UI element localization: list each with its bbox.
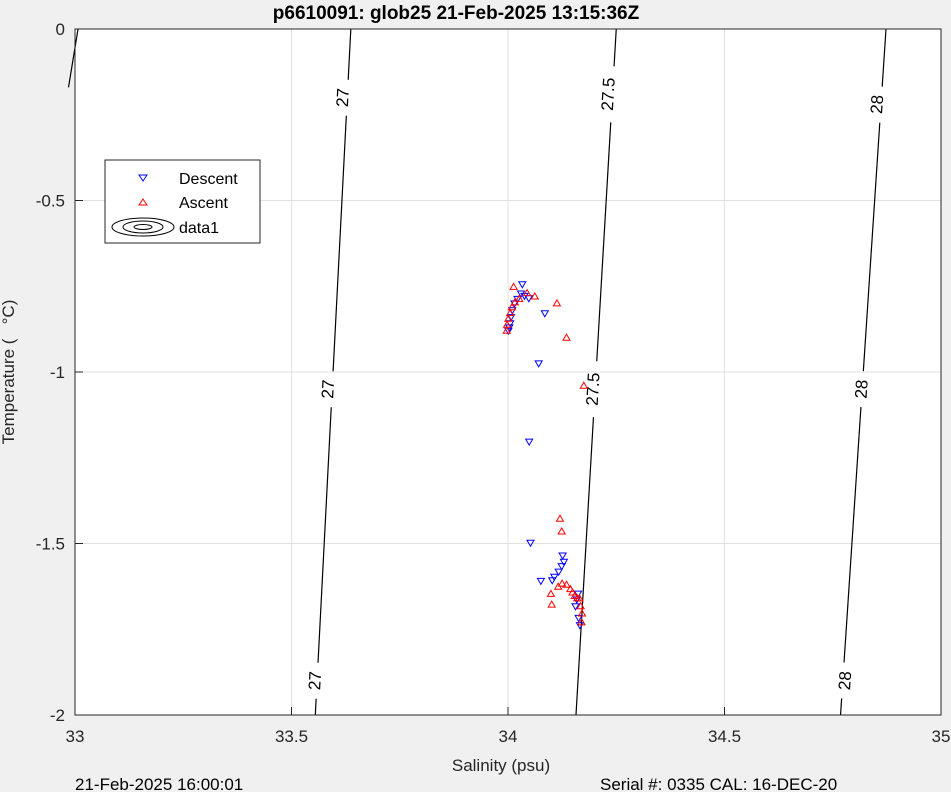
ascent-point bbox=[579, 381, 589, 389]
ascent-point bbox=[577, 609, 587, 617]
ascent-point bbox=[505, 308, 515, 316]
x-tick-label: 33.5 bbox=[275, 727, 308, 746]
ascent-point bbox=[547, 600, 557, 608]
descent-point bbox=[559, 558, 569, 567]
density-contour-label: 27 bbox=[305, 671, 325, 691]
legend-ascent-marker bbox=[138, 198, 148, 206]
descent-point bbox=[557, 563, 567, 571]
descent-point bbox=[540, 310, 550, 318]
x-tick-label: 33 bbox=[66, 727, 85, 746]
density-contour-label: 27 bbox=[333, 88, 353, 108]
legend: Descent Ascent data1 bbox=[104, 159, 261, 244]
descent-point bbox=[526, 539, 535, 548]
x-tick-label: 35 bbox=[932, 727, 951, 746]
ascent-point bbox=[510, 297, 520, 306]
descent-point bbox=[536, 577, 546, 586]
descent-point bbox=[524, 438, 534, 447]
descent-point bbox=[534, 360, 544, 368]
descent-point bbox=[554, 568, 564, 577]
ascent-point bbox=[502, 326, 512, 334]
ascent-point bbox=[509, 282, 518, 290]
density-contour-line bbox=[843, 407, 862, 663]
ascent-point bbox=[576, 601, 586, 610]
descent-point bbox=[573, 590, 583, 599]
x-tick-label: 34 bbox=[499, 727, 518, 746]
ascent-point bbox=[546, 589, 556, 597]
density-contour-label: 28 bbox=[852, 379, 872, 399]
legend-contour-icon bbox=[111, 217, 175, 237]
density-contour-line bbox=[67, 28, 79, 88]
ascent-point bbox=[557, 527, 567, 535]
density-contour-line bbox=[839, 698, 843, 716]
ascent-point bbox=[577, 617, 586, 626]
ascent-point bbox=[552, 298, 562, 307]
density-contours: 27 27 27 27.5 27.5 28 28 28 bbox=[67, 28, 887, 716]
ascent-point bbox=[575, 593, 584, 602]
descent-point bbox=[516, 290, 526, 298]
density-contour-line bbox=[575, 417, 595, 716]
descent-point bbox=[504, 327, 513, 336]
legend-descent-marker bbox=[138, 174, 148, 182]
ascent-point bbox=[514, 294, 524, 302]
density-contour-label: 27 bbox=[318, 379, 338, 399]
density-contour-line bbox=[317, 407, 332, 663]
density-contour-label: 27.5 bbox=[583, 372, 604, 406]
density-contour-line bbox=[881, 28, 887, 87]
ascent-point bbox=[555, 514, 565, 522]
legend-ascent-label: Ascent bbox=[179, 195, 228, 212]
ascent-point bbox=[557, 579, 567, 587]
ascent-point bbox=[504, 314, 513, 322]
footer-timestamp: 21-Feb-2025 16:00:01 bbox=[75, 775, 243, 792]
density-contour-label: 28 bbox=[867, 94, 887, 114]
y-tick-label: 0 bbox=[56, 20, 65, 39]
density-contour-line bbox=[347, 28, 352, 80]
ascent-point bbox=[566, 584, 575, 593]
descent-point bbox=[510, 300, 519, 308]
y-tick-label: -1 bbox=[50, 363, 65, 382]
legend-box bbox=[104, 159, 261, 244]
x-axis-ticks: 33 33.5 34 34.5 35 bbox=[66, 707, 951, 746]
density-contour-label: 28 bbox=[835, 671, 855, 691]
x-tick-label: 34.5 bbox=[708, 727, 741, 746]
data-points bbox=[502, 281, 589, 630]
density-contour-line bbox=[314, 698, 317, 716]
x-axis-label: Salinity (psu) bbox=[452, 756, 550, 775]
density-contour-line bbox=[332, 115, 347, 372]
footer-serial-cal: Serial #: 0335 CAL: 16-DEC-20 bbox=[600, 775, 837, 792]
ascent-point bbox=[553, 582, 563, 590]
descent-point bbox=[571, 603, 580, 611]
descent-point bbox=[517, 281, 527, 289]
legend-data1-label: data1 bbox=[179, 220, 219, 237]
ascent-point bbox=[507, 302, 517, 311]
ascent-point bbox=[568, 588, 577, 596]
density-contour-line bbox=[862, 122, 881, 372]
ascent-point bbox=[522, 288, 532, 297]
descent-point bbox=[558, 552, 567, 560]
y-tick-label: -1.5 bbox=[36, 535, 65, 554]
density-contour-line bbox=[613, 28, 617, 67]
descent-point bbox=[547, 577, 557, 585]
y-axis-ticks: -2 -1.5 -1 -0.5 0 bbox=[36, 20, 83, 725]
density-contour-label: 27.5 bbox=[598, 77, 619, 111]
y-tick-label: -2 bbox=[50, 706, 65, 725]
y-tick-label: -0.5 bbox=[36, 192, 65, 211]
y-axis-label: Temperature ( °C) bbox=[0, 300, 18, 445]
ascent-point bbox=[562, 333, 571, 341]
ascent-point bbox=[562, 580, 571, 588]
density-contour-line bbox=[596, 122, 612, 362]
ascent-point bbox=[530, 292, 540, 300]
chart-title: p6610091: glob25 21-Feb-2025 13:15:36Z bbox=[273, 3, 640, 24]
legend-descent-label: Descent bbox=[179, 171, 238, 188]
